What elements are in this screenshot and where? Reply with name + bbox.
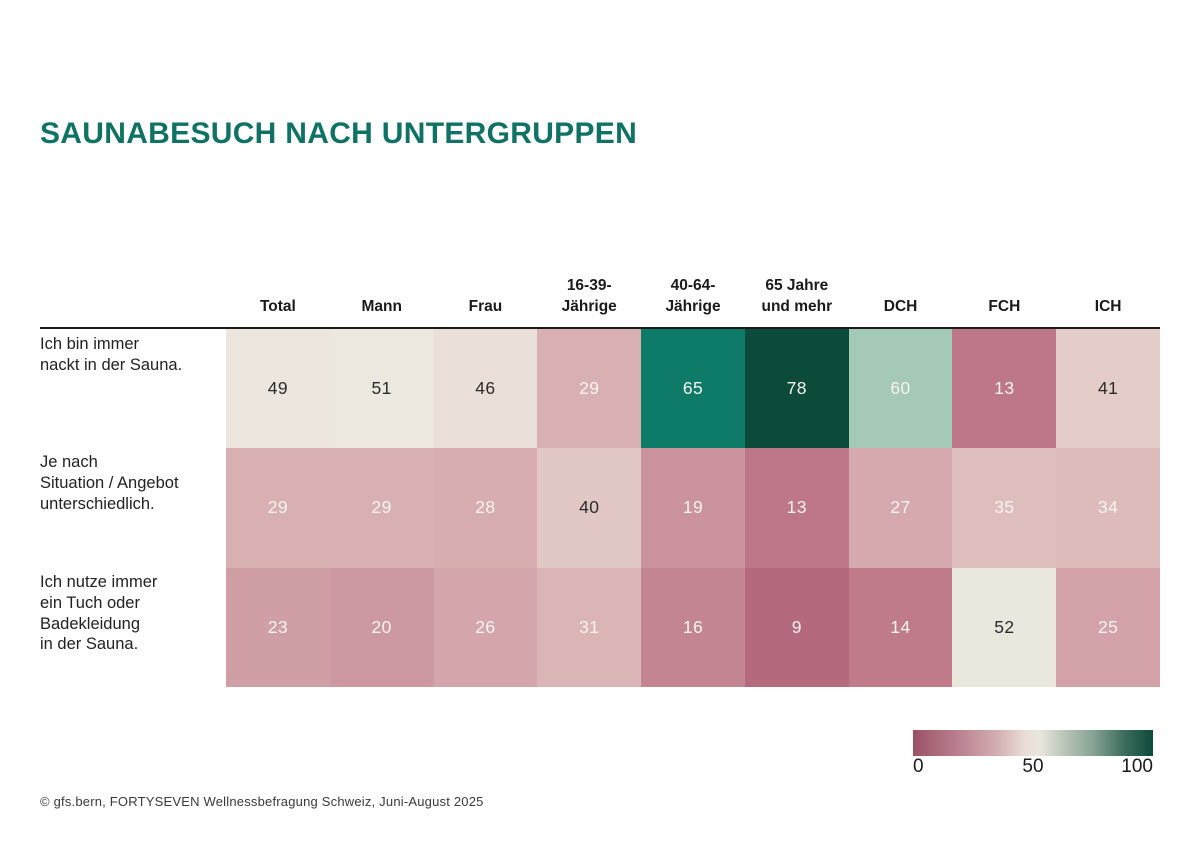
heatmap-cell: 25	[1056, 567, 1160, 687]
color-scale-legend-bar	[913, 730, 1153, 756]
heatmap-cell: 14	[848, 567, 953, 687]
row-label: Je nach Situation / Angebot unterschiedl…	[40, 453, 179, 513]
heatmap-cell: 26	[433, 567, 538, 687]
heatmap-cell: 13	[744, 448, 849, 568]
column-header: Total	[259, 298, 296, 316]
heatmap-cell: 34	[1056, 448, 1160, 568]
column-header: 65 Jahre und mehr	[761, 277, 833, 316]
heatmap-cell: 65	[641, 329, 745, 449]
column-header: Frau	[468, 298, 503, 316]
row-label: Ich bin immer nackt in der Sauna.	[40, 335, 183, 374]
heatmap-cell: 23	[226, 567, 330, 687]
heatmap-cell: 40	[537, 448, 642, 568]
heatmap-cell: 28	[433, 448, 538, 568]
column-header: 40-64- Jährige	[665, 277, 721, 316]
heatmap-cell: 27	[848, 448, 953, 568]
heatmap-cell: 52	[952, 567, 1057, 687]
heatmap-cell: 60	[848, 329, 953, 449]
color-scale-legend-labels: 0 50 100	[913, 756, 1153, 782]
heatmap-cell: 19	[641, 448, 745, 568]
heatmap-cell: 29	[226, 448, 330, 568]
legend-mid-label: 50	[1022, 756, 1044, 777]
heatmap-grid: 49 51 46 29 65 78 60 13 41 29 29 28 40 19 13 27 35 34 23 20…	[226, 329, 1160, 687]
row-label: Ich nutze immer ein Tuch oder Badekleidu…	[40, 573, 158, 654]
heatmap-cell: 31	[537, 567, 642, 687]
heatmap-cell: 78	[744, 329, 849, 449]
heatmap-cell: 51	[329, 329, 434, 449]
row-label-column: Ich bin immer nackt in der Sauna. Je nach…	[40, 329, 224, 687]
heatmap-cell: 41	[1056, 329, 1160, 449]
legend-max-label: 100	[1121, 756, 1153, 777]
heatmap-cell: 13	[952, 329, 1057, 449]
source-footer: © gfs.bern, FORTYSEVEN Wellnessbefragung…	[40, 794, 484, 809]
heatmap-cell: 29	[329, 448, 434, 568]
column-header-row: Total Mann Frau 16-39- Jährige 40-64- Jährig…	[226, 250, 1160, 327]
column-header: 16-39- Jährige	[561, 277, 617, 316]
column-header: DCH	[883, 298, 918, 316]
heatmap-cell: 9	[744, 567, 849, 687]
column-header: ICH	[1094, 298, 1122, 316]
heatmap-cell: 16	[641, 567, 745, 687]
page-title: SAUNABESUCH NACH UNTERGRUPPEN	[40, 117, 638, 150]
heatmap-cell: 29	[537, 329, 642, 449]
heatmap-cell: 49	[226, 329, 330, 449]
heatmap-cell: 20	[329, 567, 434, 687]
column-header: Mann	[361, 298, 402, 316]
legend-min-label: 0	[913, 756, 924, 777]
heatmap-cell: 35	[952, 448, 1057, 568]
heatmap-cell: 46	[433, 329, 538, 449]
header-divider-line	[40, 327, 1160, 329]
column-header: FCH	[988, 298, 1021, 316]
